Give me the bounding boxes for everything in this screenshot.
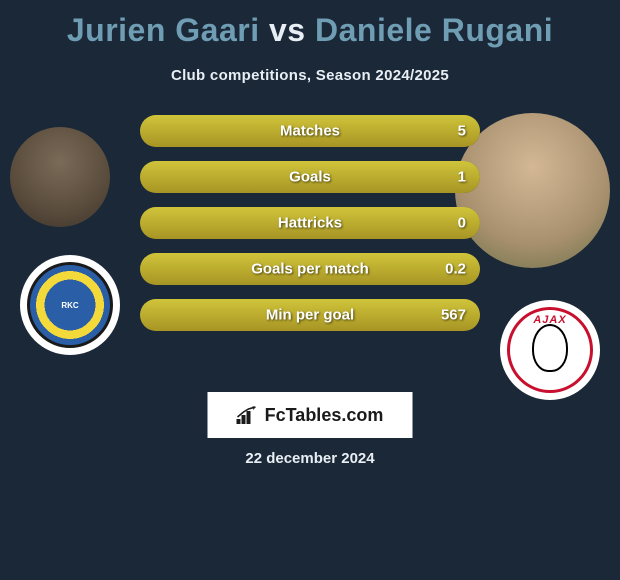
stat-bars: Matches5Goals1Hattricks0Goals per match0… [140,115,480,345]
stat-value: 0.2 [445,261,466,278]
stat-value: 1 [458,169,466,186]
stat-value: 5 [458,123,466,140]
brand-box: FcTables.com [208,392,413,438]
subtitle: Club competitions, Season 2024/2025 [0,67,620,84]
player1-portrait [10,127,110,227]
comparison-title: Jurien Gaari vs Daniele Rugani [0,0,620,49]
player1-portrait-placeholder [10,127,110,227]
stat-label: Min per goal [140,307,480,324]
stat-row: Matches5 [140,115,480,147]
title-player1: Jurien Gaari [67,12,260,48]
stat-label: Hattricks [140,215,480,232]
title-vs: vs [269,12,306,48]
stat-value: 567 [441,307,466,324]
player2-club-badge [500,300,600,400]
stat-row: Goals per match0.2 [140,253,480,285]
player1-club-badge: RKC [20,255,120,355]
stat-label: Goals per match [140,261,480,278]
stat-label: Matches [140,123,480,140]
rkc-waalwijk-badge: RKC [27,262,113,348]
ajax-badge [507,307,593,393]
stat-row: Hattricks0 [140,207,480,239]
stat-row: Goals1 [140,161,480,193]
brand-chart-icon [237,406,259,424]
brand-label: FcTables.com [265,405,384,426]
stat-row: Min per goal567 [140,299,480,331]
stat-label: Goals [140,169,480,186]
date-label: 22 december 2024 [0,450,620,467]
title-player2: Daniele Rugani [315,12,553,48]
stat-value: 0 [458,215,466,232]
